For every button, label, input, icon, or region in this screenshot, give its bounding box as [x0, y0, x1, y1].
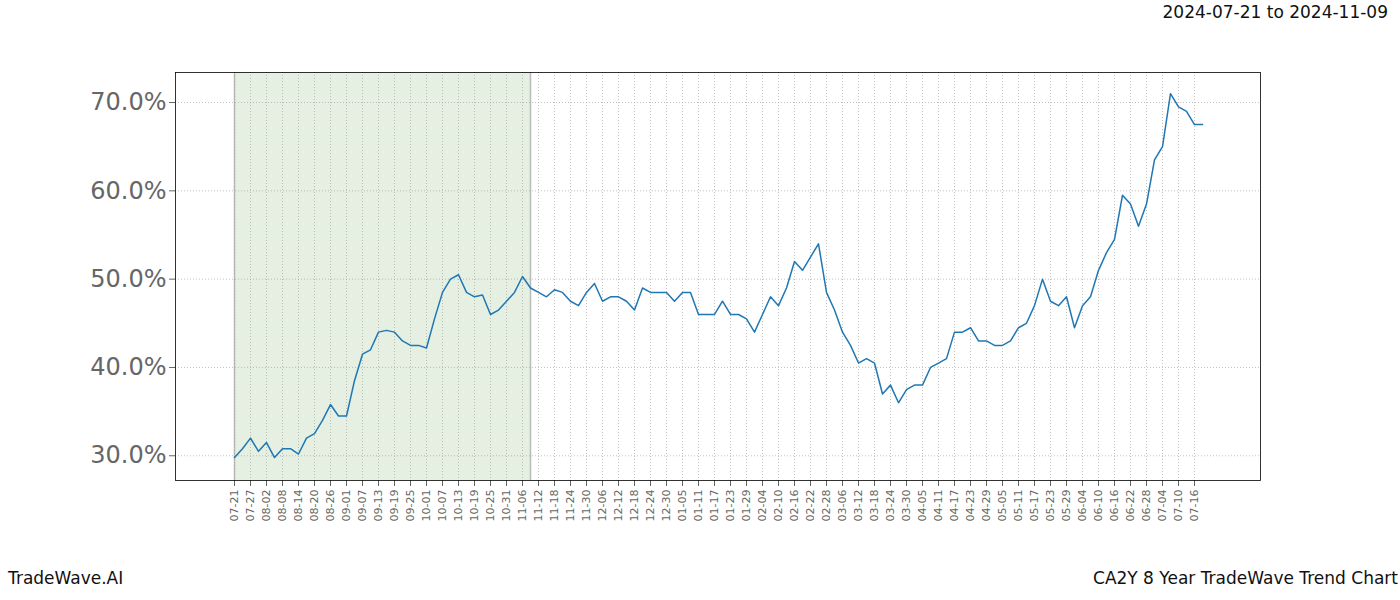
svg-text:08-14: 08-14: [292, 490, 305, 522]
svg-text:04-05: 04-05: [916, 490, 929, 522]
svg-text:02-22: 02-22: [804, 490, 817, 522]
svg-text:01-05: 01-05: [676, 490, 689, 522]
svg-text:30.0%: 30.0%: [90, 441, 166, 469]
svg-text:12-06: 12-06: [596, 490, 609, 522]
svg-text:04-17: 04-17: [948, 490, 961, 522]
svg-text:10-25: 10-25: [484, 490, 497, 522]
svg-text:01-23: 01-23: [724, 490, 737, 522]
svg-text:03-18: 03-18: [868, 490, 881, 522]
svg-text:50.0%: 50.0%: [90, 265, 166, 293]
svg-text:07-16: 07-16: [1188, 490, 1201, 522]
svg-text:03-24: 03-24: [884, 490, 897, 522]
svg-text:12-12: 12-12: [612, 490, 625, 522]
svg-text:09-07: 09-07: [356, 490, 369, 522]
svg-text:02-16: 02-16: [788, 490, 801, 522]
svg-text:06-22: 06-22: [1124, 490, 1137, 522]
svg-text:06-16: 06-16: [1108, 490, 1121, 522]
svg-text:05-17: 05-17: [1028, 490, 1041, 522]
svg-text:01-11: 01-11: [692, 490, 705, 522]
svg-text:01-29: 01-29: [740, 490, 753, 522]
svg-text:02-04: 02-04: [756, 490, 769, 522]
svg-text:11-30: 11-30: [580, 490, 593, 522]
svg-text:02-10: 02-10: [772, 490, 785, 522]
svg-text:60.0%: 60.0%: [90, 177, 166, 205]
svg-text:08-08: 08-08: [276, 490, 289, 522]
svg-text:02-28: 02-28: [820, 490, 833, 522]
svg-text:06-28: 06-28: [1140, 490, 1153, 522]
svg-text:10-19: 10-19: [468, 490, 481, 522]
svg-text:12-24: 12-24: [644, 490, 657, 522]
svg-text:09-01: 09-01: [340, 490, 353, 522]
svg-text:01-17: 01-17: [708, 490, 721, 522]
svg-text:40.0%: 40.0%: [90, 353, 166, 381]
svg-text:08-26: 08-26: [324, 490, 337, 522]
svg-text:03-30: 03-30: [900, 490, 913, 522]
svg-text:10-13: 10-13: [452, 490, 465, 522]
svg-text:04-23: 04-23: [964, 490, 977, 522]
svg-text:04-29: 04-29: [980, 490, 993, 522]
svg-text:11-12: 11-12: [532, 490, 545, 522]
svg-text:09-19: 09-19: [388, 490, 401, 522]
svg-text:08-02: 08-02: [260, 490, 273, 522]
html-text:2024-07-21 to 2024-11-09: 2024-07-21 to 2024-11-09: [1162, 2, 1388, 22]
svg-text:11-18: 11-18: [548, 490, 561, 522]
svg-text:07-21: 07-21: [228, 490, 241, 522]
svg-text:10-31: 10-31: [500, 490, 513, 522]
svg-text:04-11: 04-11: [932, 490, 945, 522]
svg-text:09-13: 09-13: [372, 490, 385, 522]
svg-text:70.0%: 70.0%: [90, 88, 166, 116]
svg-text:03-06: 03-06: [836, 490, 849, 522]
svg-text:05-23: 05-23: [1044, 490, 1057, 522]
svg-text:05-05: 05-05: [996, 490, 1009, 522]
svg-text:10-01: 10-01: [420, 490, 433, 522]
svg-text:09-25: 09-25: [404, 490, 417, 522]
svg-text:07-10: 07-10: [1172, 490, 1185, 522]
html-text:CA2Y 8 Year TradeWave Trend Ch: CA2Y 8 Year TradeWave Trend Chart: [1093, 568, 1398, 588]
svg-text:05-11: 05-11: [1012, 490, 1025, 522]
svg-text:03-12: 03-12: [852, 490, 865, 522]
svg-text:07-27: 07-27: [244, 490, 257, 522]
svg-text:12-30: 12-30: [660, 490, 673, 522]
html-text:TradeWave.AI: TradeWave.AI: [8, 568, 124, 588]
svg-text:06-10: 06-10: [1092, 490, 1105, 522]
svg-text:07-04: 07-04: [1156, 490, 1169, 522]
svg-text:12-18: 12-18: [628, 490, 641, 522]
svg-text:08-20: 08-20: [308, 490, 321, 522]
svg-text:11-24: 11-24: [564, 490, 577, 522]
svg-text:05-29: 05-29: [1060, 490, 1073, 522]
svg-text:11-06: 11-06: [516, 490, 529, 522]
svg-text:06-04: 06-04: [1076, 490, 1089, 522]
svg-text:10-07: 10-07: [436, 490, 449, 522]
